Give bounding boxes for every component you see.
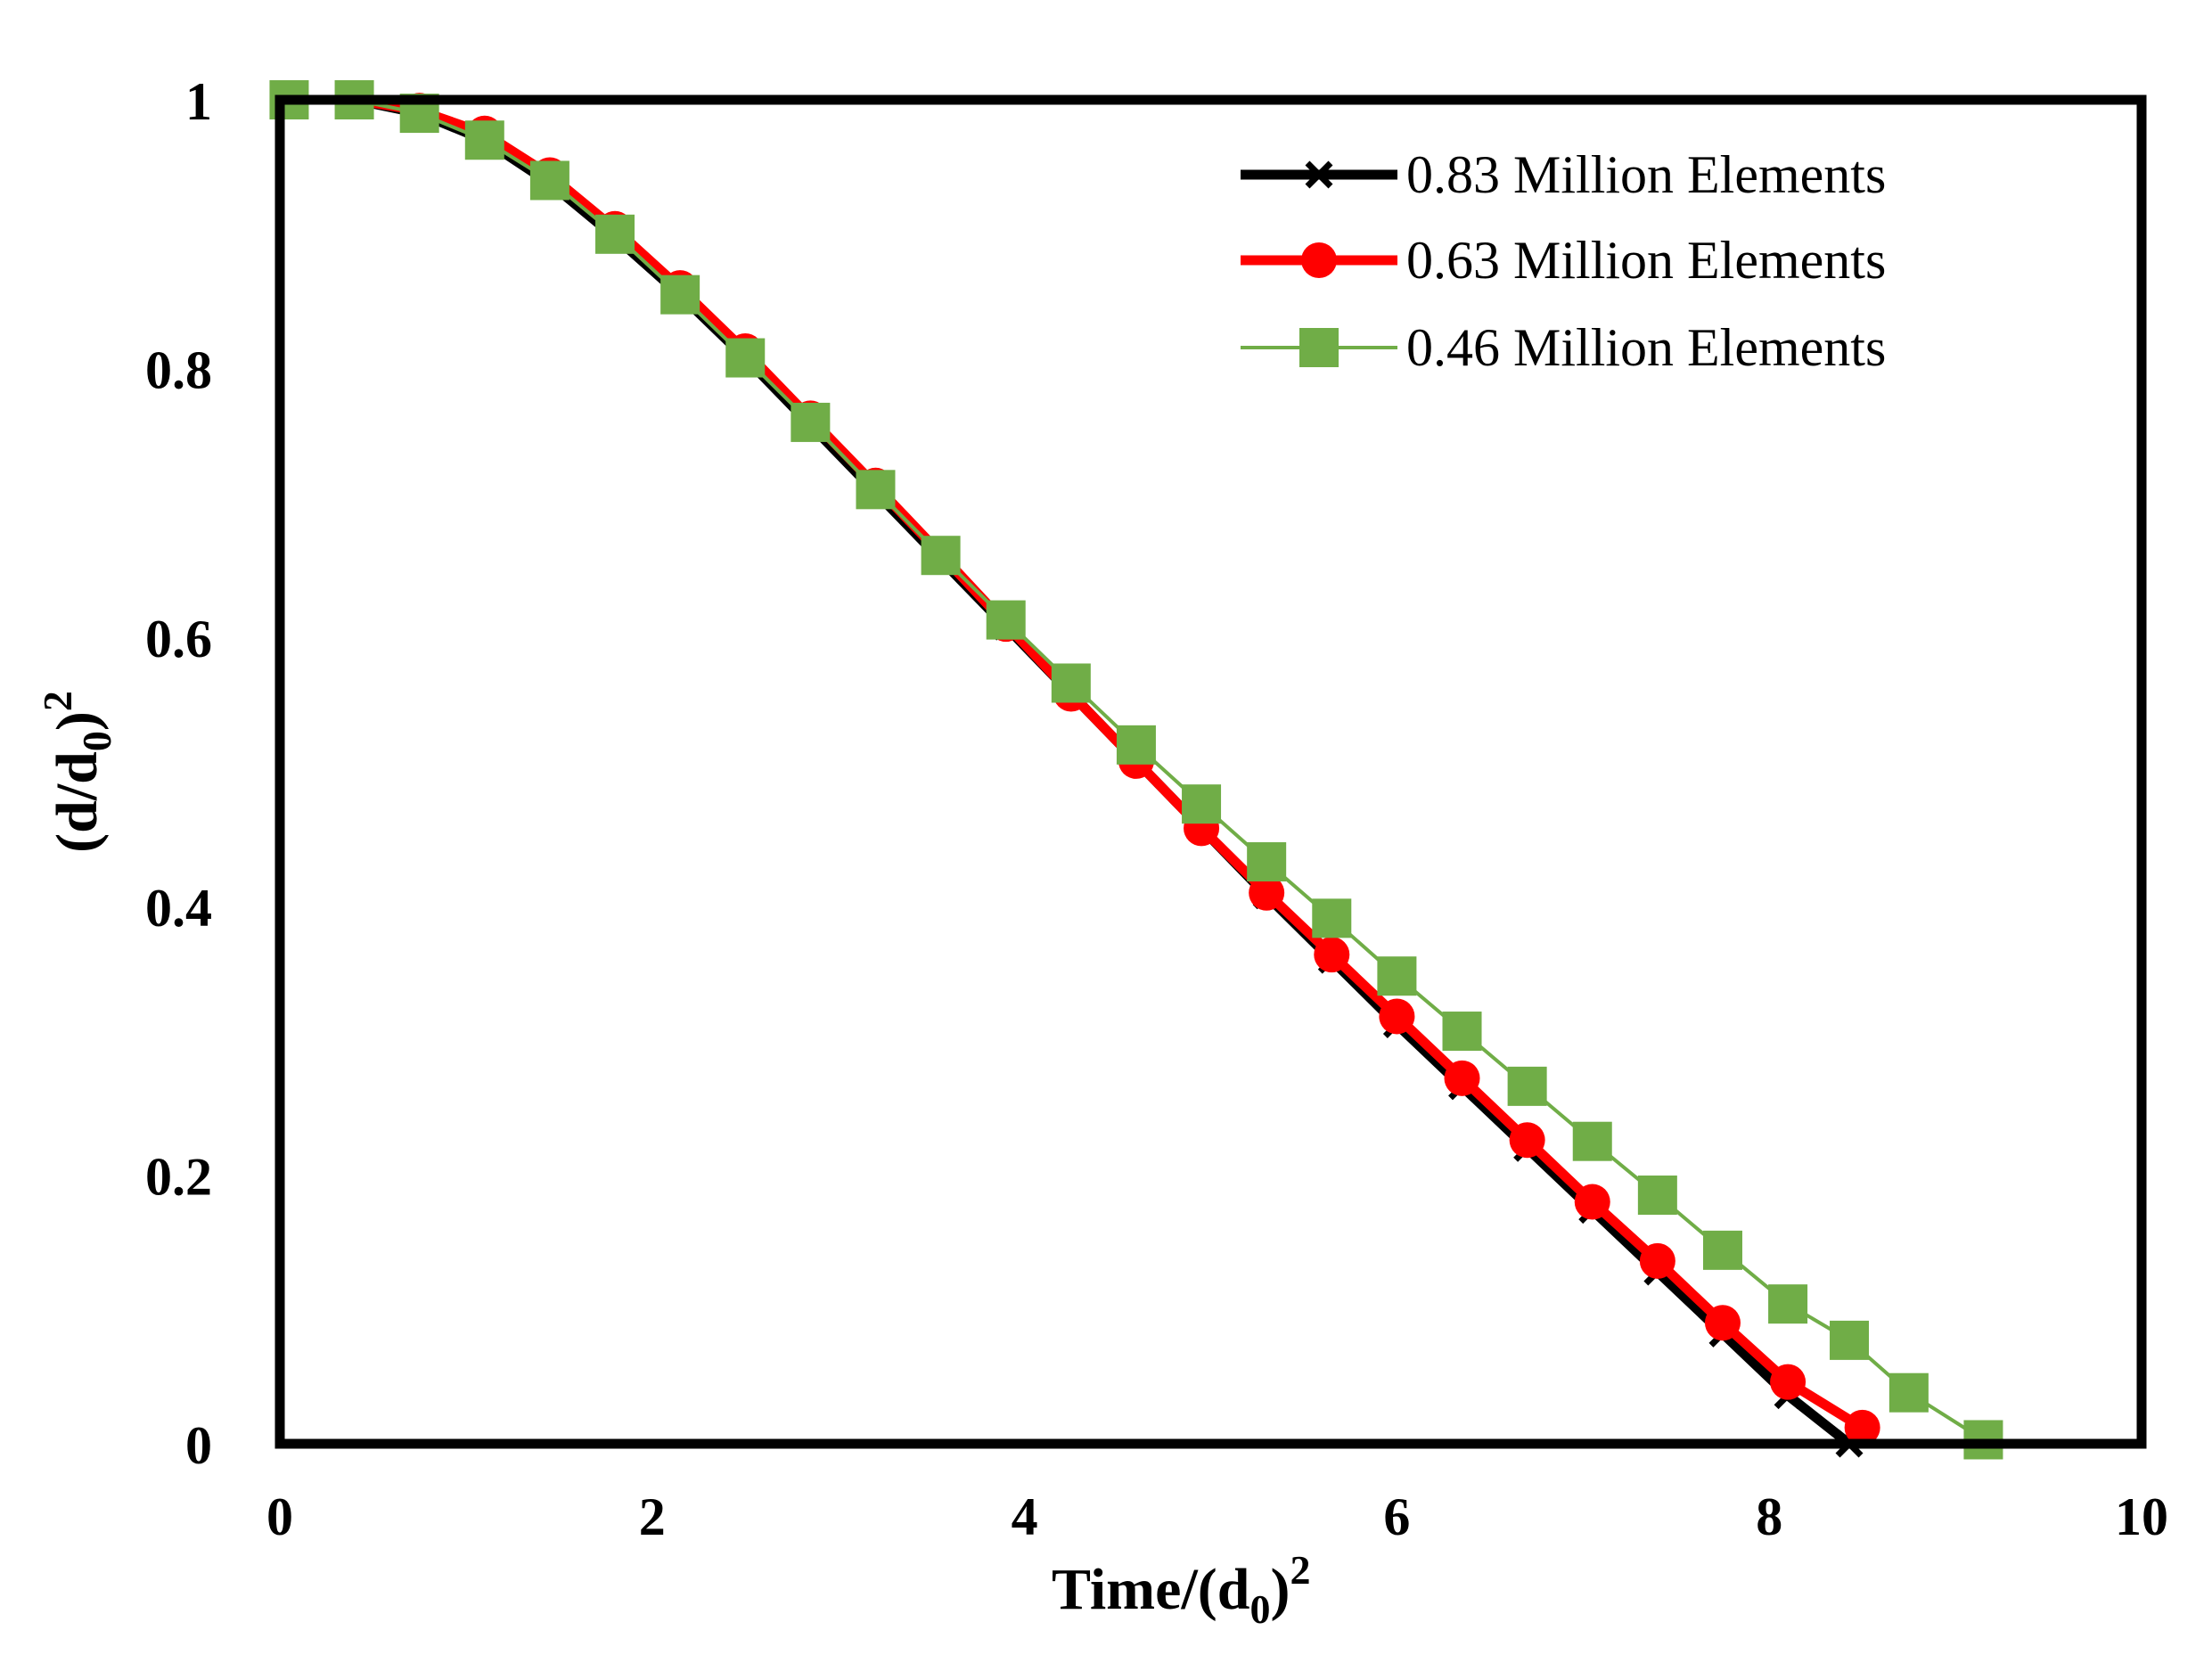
series-2-point (1639, 1242, 1675, 1279)
x-axis-title-base: Time/(d (1052, 1557, 1249, 1622)
series-3-point (856, 470, 896, 510)
series-3-point (921, 536, 961, 576)
series-3-point (1572, 1121, 1612, 1161)
legend-label: 0.83 Million Elements (1406, 145, 1886, 204)
series-3-point (1507, 1066, 1547, 1106)
legend-entry-2: 0.63 Million Elements (1241, 231, 1886, 290)
y-tick-label: 0.8 (145, 341, 212, 400)
plot-frame (274, 94, 2147, 1449)
y-axis-title-sup: 2 (35, 691, 80, 711)
x-tick-label: 0 (266, 1487, 293, 1546)
series-2-point (1444, 1060, 1480, 1096)
series-3-point (595, 214, 635, 254)
x-tick-label: 8 (1756, 1487, 1782, 1546)
series-2-point (1509, 1122, 1545, 1159)
x-tick-label: 2 (639, 1487, 666, 1546)
series-3-point (1768, 1284, 1808, 1324)
y-tick-labels: 0 0.2 0.4 0.6 0.8 1 (145, 72, 212, 1475)
series-3-point (529, 160, 569, 201)
series-3-point (1888, 1372, 1929, 1413)
y-axis-title-close: ) (45, 711, 110, 731)
series-3 (269, 80, 2003, 1460)
legend-label: 0.63 Million Elements (1406, 231, 1886, 290)
legend-marker (1305, 160, 1333, 189)
series-2-point (1844, 1409, 1880, 1446)
x-tick-label: 6 (1383, 1487, 1410, 1546)
series-3-point (1116, 725, 1156, 765)
x-axis-title-sup: 2 (1290, 1547, 1310, 1593)
series-2-point (1314, 937, 1350, 973)
series-3-point (1312, 898, 1352, 938)
series-3-point (1182, 784, 1222, 824)
legend-marker (1299, 328, 1339, 367)
series-3-point (464, 120, 504, 160)
series-3-point (1442, 1012, 1482, 1052)
legend-label: 0.46 Million Elements (1406, 318, 1886, 377)
x-axis-title-close: ) (1270, 1557, 1290, 1622)
y-tick-label: 1 (185, 72, 212, 131)
series-3-point (725, 338, 766, 378)
y-axis-title-sub: 0 (74, 731, 119, 751)
series-3-point (1247, 842, 1287, 882)
y-axis-title: (d/d0)2 (35, 691, 119, 853)
y-tick-label: 0.4 (145, 879, 212, 938)
x-axis-title: Time/(d0)2 (1052, 1547, 1310, 1632)
legend-entry-3: 0.46 Million Elements (1241, 318, 1886, 377)
series-3-point (1377, 956, 1417, 996)
x-tick-labels: 0 2 4 6 8 10 (266, 1487, 2168, 1546)
y-axis-title-open: (d/d (45, 751, 110, 853)
series-3-point (660, 274, 700, 315)
series-layer (269, 80, 2003, 1460)
series-2-point (1704, 1305, 1741, 1341)
series-3-point (791, 402, 831, 442)
legend-marker (1301, 242, 1337, 278)
y-tick-label: 0 (185, 1416, 212, 1475)
series-2-point (1574, 1184, 1610, 1220)
series-3-point (986, 600, 1026, 640)
series-2-point (1379, 998, 1415, 1035)
series-2-point (1770, 1364, 1806, 1400)
series-2-point (1249, 874, 1285, 911)
legend: 0.83 Million Elements 0.63 Million Elemen… (1241, 145, 1886, 377)
y-tick-label: 0.2 (145, 1147, 212, 1206)
series-3-point (1637, 1176, 1677, 1216)
series-3-point (1702, 1230, 1742, 1270)
y-tick-label: 0.6 (145, 610, 212, 668)
series-3-point (1051, 663, 1091, 703)
x-tick-label: 4 (1012, 1487, 1038, 1546)
x-axis-title-sub: 0 (1249, 1586, 1270, 1632)
series-3-point (1830, 1320, 1870, 1360)
legend-entry-1: 0.83 Million Elements (1241, 145, 1886, 204)
x-tick-label: 10 (2115, 1487, 2168, 1546)
